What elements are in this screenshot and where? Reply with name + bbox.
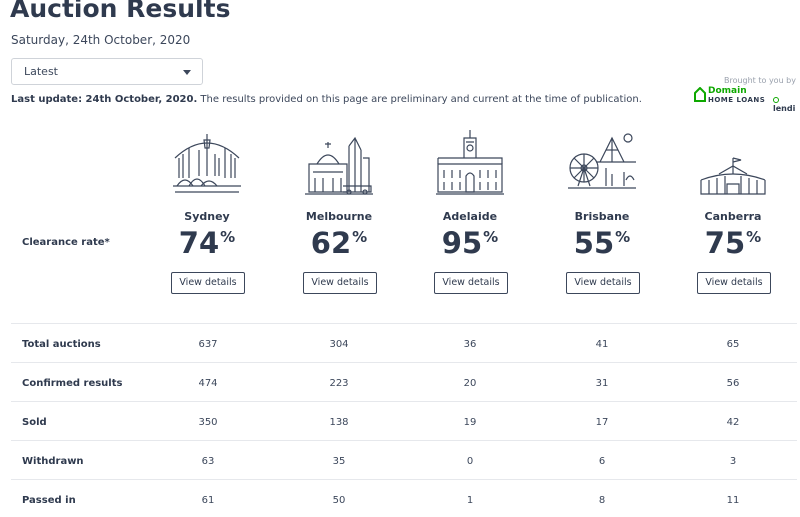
table-cell: 11: [726, 495, 740, 506]
table-cell: 36: [463, 339, 477, 350]
clearance-rate-value: 74%: [178, 226, 236, 260]
view-details-button[interactable]: View details: [171, 272, 245, 294]
adelaide-town-hall-icon: [436, 130, 504, 195]
row-label: Sold: [22, 417, 47, 428]
city-name: Melbourne: [305, 210, 373, 223]
view-details-button[interactable]: View details: [434, 272, 508, 294]
page-date: Saturday, 24th October, 2020: [11, 33, 191, 47]
select-value: Latest: [24, 65, 58, 78]
brisbane-story-bridge-icon: [568, 133, 636, 189]
clearance-rate-value: 62%: [310, 226, 368, 260]
table-cell: 42: [726, 417, 740, 428]
view-details-button[interactable]: View details: [566, 272, 640, 294]
city-card-canberra: Canberra 75% View details: [673, 128, 793, 294]
table-cell: 0: [466, 456, 474, 467]
last-update-note: Last update: 24th October, 2020. The res…: [11, 94, 642, 105]
lendi-logo[interactable]: lendi: [773, 95, 800, 113]
table-cell: 6: [598, 456, 606, 467]
table-cell: 350: [198, 417, 218, 428]
clearance-rate-value: 75%: [704, 226, 762, 260]
row-label: Confirmed results: [22, 378, 123, 389]
canberra-parliament-house-icon: [700, 157, 766, 195]
table-cell: 19: [463, 417, 477, 428]
page-title: Auction Results: [10, 0, 231, 23]
row-label: Passed in: [22, 495, 76, 506]
domain-logo-sub: HOME LOANS: [708, 96, 766, 104]
table-cell: 35: [332, 456, 346, 467]
lendi-logo-text: lendi: [773, 104, 796, 113]
table-cell: 8: [598, 495, 606, 506]
table-cell: 3: [729, 456, 737, 467]
city-name: Brisbane: [574, 210, 630, 223]
city-card-adelaide: Adelaide 95% View details: [410, 128, 530, 294]
house-icon: [694, 87, 706, 102]
table-cell: 61: [201, 495, 215, 506]
clearance-rate-label: Clearance rate*: [22, 237, 110, 248]
table-cell: 637: [198, 339, 218, 350]
city-name: Sydney: [184, 210, 230, 223]
last-update-text: The results provided on this page are pr…: [197, 94, 642, 105]
sponsor-caption: Brought to you by: [723, 76, 796, 85]
table-cell: 20: [463, 378, 477, 389]
city-card-melbourne: Melbourne 62% View details: [279, 128, 399, 294]
clearance-rate-value: 55%: [573, 226, 631, 260]
melbourne-flinders-station-icon: [305, 136, 373, 195]
table-cell: 41: [595, 339, 609, 350]
sydney-opera-house-icon: [173, 134, 241, 193]
table-cell: 17: [595, 417, 609, 428]
table-row-confirmed-results: Confirmed results 474 223 20 31 56: [11, 362, 797, 401]
table-row-passed-in: Passed in 61 50 1 8 11: [11, 479, 797, 517]
city-name: Canberra: [704, 210, 762, 223]
table-cell: 50: [332, 495, 346, 506]
chevron-down-icon: [183, 70, 191, 75]
row-label: Withdrawn: [22, 456, 84, 467]
auction-results-table: Total auctions 637 304 36 41 65 Confirme…: [11, 323, 797, 517]
results-date-select[interactable]: Latest: [11, 58, 203, 85]
table-cell: 474: [198, 378, 218, 389]
lendi-mark-icon: [773, 97, 779, 103]
view-details-button[interactable]: View details: [303, 272, 377, 294]
table-cell: 1: [466, 495, 474, 506]
city-card-brisbane: Brisbane 55% View details: [542, 128, 662, 294]
table-row-withdrawn: Withdrawn 63 35 0 6 3: [11, 440, 797, 479]
row-label: Total auctions: [22, 339, 101, 350]
table-cell: 304: [329, 339, 349, 350]
table-cell: 31: [595, 378, 609, 389]
table-row-total-auctions: Total auctions 637 304 36 41 65: [11, 323, 797, 362]
table-cell: 65: [726, 339, 740, 350]
clearance-rate-value: 95%: [441, 226, 499, 260]
domain-logo-name: Domain: [708, 86, 747, 96]
table-cell: 56: [726, 378, 740, 389]
view-details-button[interactable]: View details: [697, 272, 771, 294]
city-card-sydney: Sydney 74% View details: [147, 128, 267, 294]
table-cell: 138: [329, 417, 349, 428]
last-update-date: Last update: 24th October, 2020.: [11, 94, 198, 105]
table-cell: 223: [329, 378, 349, 389]
city-name: Adelaide: [442, 210, 498, 223]
table-row-sold: Sold 350 138 19 17 42: [11, 401, 797, 440]
table-cell: 63: [201, 456, 215, 467]
